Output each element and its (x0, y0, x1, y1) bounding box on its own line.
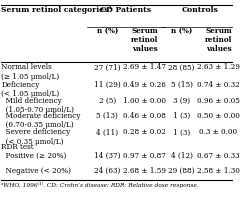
Text: 0.67 ± 0.33: 0.67 ± 0.33 (197, 152, 240, 160)
Text: Serum retinol categories¹: Serum retinol categories¹ (1, 6, 112, 14)
Text: 2.63 ± 1.29: 2.63 ± 1.29 (197, 63, 240, 71)
Text: 2.68 ± 1.59: 2.68 ± 1.59 (123, 167, 166, 175)
Text: 24 (63): 24 (63) (94, 167, 121, 175)
Text: Positive (≥ 20%): Positive (≥ 20%) (1, 152, 67, 160)
Text: 14 (37): 14 (37) (94, 152, 121, 160)
Text: 5 (13): 5 (13) (96, 112, 118, 120)
Text: 1 (3): 1 (3) (173, 128, 190, 136)
Text: 28 (85): 28 (85) (168, 63, 195, 71)
Text: 0.28 ± 0.02: 0.28 ± 0.02 (123, 128, 166, 136)
Text: Controls: Controls (182, 6, 218, 14)
Text: n (%): n (%) (97, 27, 118, 35)
Text: 27 (71): 27 (71) (94, 63, 121, 71)
Text: 2.69 ± 1.47: 2.69 ± 1.47 (123, 63, 166, 71)
Text: 0.46 ± 0.08: 0.46 ± 0.08 (123, 112, 166, 120)
Text: 11 (29): 11 (29) (94, 81, 121, 89)
Text: CD Patients: CD Patients (100, 6, 152, 14)
Text: 3 (9): 3 (9) (173, 97, 190, 105)
Text: 1.00 ± 0.00: 1.00 ± 0.00 (123, 97, 166, 105)
Text: 2 (5): 2 (5) (99, 97, 116, 105)
Text: 0.74 ± 0.32: 0.74 ± 0.32 (197, 81, 240, 89)
Text: ᵃWHO, 1996⁽¹⁾. CD: Crohn’s disease; RDR: Relative dose response.: ᵃWHO, 1996⁽¹⁾. CD: Crohn’s disease; RDR:… (1, 182, 199, 188)
Text: Severe deficiency
  (< 0.35 μmol/L): Severe deficiency (< 0.35 μmol/L) (1, 128, 71, 146)
Text: Normal levels
(≥ 1.05 μmol/L): Normal levels (≥ 1.05 μmol/L) (1, 63, 60, 81)
Text: n (%): n (%) (171, 27, 192, 35)
Text: RDR test: RDR test (1, 143, 34, 151)
Text: Serum
retinol
values: Serum retinol values (131, 27, 158, 53)
Text: 4 (11): 4 (11) (96, 128, 119, 136)
Text: 5 (15): 5 (15) (171, 81, 193, 89)
Text: 4 (12): 4 (12) (171, 152, 193, 160)
Text: 1 (3): 1 (3) (173, 112, 190, 120)
Text: 0.97 ± 0.87: 0.97 ± 0.87 (123, 152, 166, 160)
Text: 0.3 ± 0.00: 0.3 ± 0.00 (200, 128, 238, 136)
Text: Moderate deficiency
  (0.70-0.35 μmol/L): Moderate deficiency (0.70-0.35 μmol/L) (1, 112, 81, 129)
Text: Mild deficiency
  (1.05-0.70 μmol/L): Mild deficiency (1.05-0.70 μmol/L) (1, 97, 74, 114)
Text: 0.49 ± 0.26: 0.49 ± 0.26 (123, 81, 166, 89)
Text: Deficiency
(< 1.05 μmol/L): Deficiency (< 1.05 μmol/L) (1, 81, 60, 98)
Text: Serum
retinol
values: Serum retinol values (205, 27, 232, 53)
Text: 29 (88): 29 (88) (168, 167, 195, 175)
Text: Negative (< 20%): Negative (< 20%) (1, 167, 71, 175)
Text: 0.50 ± 0.00: 0.50 ± 0.00 (197, 112, 240, 120)
Text: 2.58 ± 1.30: 2.58 ± 1.30 (197, 167, 240, 175)
Text: 0.96 ± 0.05: 0.96 ± 0.05 (197, 97, 240, 105)
